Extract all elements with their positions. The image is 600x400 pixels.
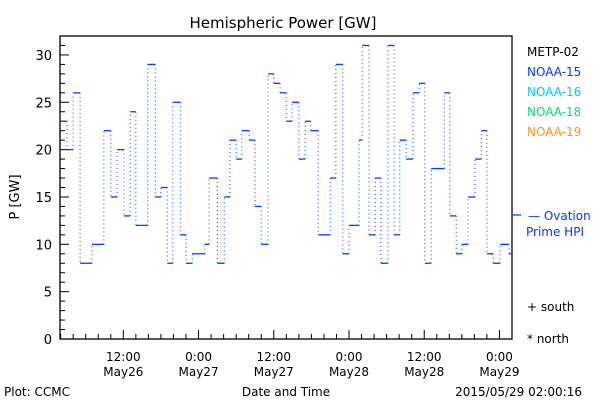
y-tick-label: 10 — [35, 238, 52, 253]
y-tick-label: 25 — [35, 96, 52, 111]
ovation-label-1: — Ovation — [528, 209, 591, 223]
footer-left: Plot: CCMC — [4, 385, 70, 399]
x-tick-time-label: 12:00 — [106, 350, 141, 364]
plot-frame — [59, 35, 513, 340]
y-tick-label: 5 — [44, 286, 52, 301]
x-tick-time-label: 0:00 — [185, 350, 212, 364]
legend-entry: METP-02 — [527, 45, 579, 59]
legend-entry: NOAA-18 — [527, 105, 581, 119]
x-tick-time-label: 0:00 — [486, 350, 513, 364]
x-tick-time-label: 0:00 — [336, 350, 363, 364]
x-tick-date-label: May27 — [254, 365, 294, 379]
chart-title: Hemispheric Power [GW] — [190, 14, 377, 32]
y-tick-label: 15 — [35, 191, 52, 206]
legend-entry: NOAA-15 — [527, 65, 581, 79]
x-tick-date-label: May28 — [404, 365, 444, 379]
footer-right: 2015/05/29 02:00:16 — [455, 385, 582, 399]
x-tick-date-label: May27 — [179, 365, 219, 379]
north-label: * north — [527, 332, 569, 346]
y-tick-label: 30 — [35, 49, 52, 64]
legend-entry: NOAA-16 — [527, 85, 581, 99]
x-tick-date-label: May29 — [479, 365, 519, 379]
south-label: + south — [527, 300, 574, 314]
x-tick-time-label: 12:00 — [256, 350, 291, 364]
x-tick-time-label: 12:00 — [407, 350, 442, 364]
y-tick-label: 0 — [44, 333, 52, 348]
x-tick-date-label: May28 — [329, 365, 369, 379]
y-tick-label: 20 — [35, 144, 52, 159]
ovation-label-2: Prime HPI — [526, 225, 584, 239]
x-tick-date-label: May26 — [103, 365, 143, 379]
y-axis-label: P [GW] — [8, 174, 23, 219]
x-axis-label: Date and Time — [242, 385, 330, 399]
legend-entry: NOAA-19 — [527, 125, 581, 139]
